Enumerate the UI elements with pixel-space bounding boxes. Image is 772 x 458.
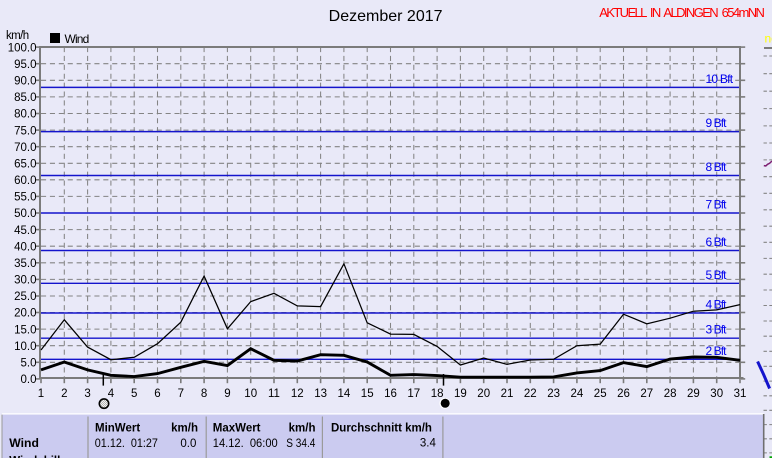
svg-text:17: 17 xyxy=(407,388,420,400)
svg-text:55.0: 55.0 xyxy=(14,192,36,204)
svg-text:30: 30 xyxy=(710,388,723,400)
svg-text:100.0: 100.0 xyxy=(8,42,37,54)
svg-text:27: 27 xyxy=(640,388,653,400)
svg-text:20.0: 20.0 xyxy=(14,308,36,320)
svg-text:90.0: 90.0 xyxy=(14,76,36,88)
svg-text:5.0: 5.0 xyxy=(21,358,37,370)
svg-text:3 Bft: 3 Bft xyxy=(706,323,728,337)
svg-text:22: 22 xyxy=(524,388,537,400)
svg-text:15.0: 15.0 xyxy=(14,324,36,336)
svg-text:S 34.4: S 34.4 xyxy=(286,438,316,450)
svg-text:45.0: 45.0 xyxy=(14,225,36,237)
svg-text:2 Bft: 2 Bft xyxy=(706,344,728,358)
svg-text:75.0: 75.0 xyxy=(14,125,36,137)
svg-text:80.0: 80.0 xyxy=(14,109,36,121)
svg-text:Windchill: Windchill xyxy=(9,456,60,458)
svg-text:30.0: 30.0 xyxy=(14,275,36,287)
svg-text:18: 18 xyxy=(431,388,444,400)
svg-text:km/h: km/h xyxy=(289,423,316,435)
svg-text:85.0: 85.0 xyxy=(14,92,36,104)
svg-text:4: 4 xyxy=(108,388,115,400)
svg-text:29: 29 xyxy=(687,388,700,400)
svg-text:01.12. 01:27: 01.12. 01:27 xyxy=(95,438,158,450)
svg-text:10 Bft: 10 Bft xyxy=(706,72,734,86)
svg-text:26: 26 xyxy=(617,388,630,400)
svg-text:Wind: Wind xyxy=(65,32,90,46)
svg-text:13: 13 xyxy=(314,388,327,400)
svg-text:21: 21 xyxy=(501,388,514,400)
svg-text:5: 5 xyxy=(131,388,137,400)
svg-text:7: 7 xyxy=(178,388,184,400)
svg-text:19: 19 xyxy=(454,388,467,400)
svg-text:40.0: 40.0 xyxy=(14,241,36,253)
svg-text:11: 11 xyxy=(268,388,280,400)
svg-text:50.0: 50.0 xyxy=(14,208,36,220)
svg-text:12: 12 xyxy=(291,388,304,400)
svg-text:Dezember 2017: Dezember 2017 xyxy=(329,8,443,25)
svg-text:28: 28 xyxy=(664,388,677,400)
svg-text:16: 16 xyxy=(384,388,397,400)
svg-text:35.0: 35.0 xyxy=(14,258,36,270)
svg-text:6: 6 xyxy=(154,388,160,400)
svg-text:MaxWert: MaxWert xyxy=(213,423,261,435)
svg-text:3: 3 xyxy=(84,388,90,400)
svg-text:9 Bft: 9 Bft xyxy=(706,116,728,130)
svg-text:10: 10 xyxy=(244,388,257,400)
svg-text:Durchschnitt km/h: Durchschnitt km/h xyxy=(331,423,432,435)
svg-text:9: 9 xyxy=(224,388,230,400)
svg-text:60.0: 60.0 xyxy=(14,175,36,187)
svg-text:7 Bft: 7 Bft xyxy=(706,198,728,212)
svg-text:MinWert: MinWert xyxy=(95,423,140,435)
svg-text:0.0: 0.0 xyxy=(180,438,196,450)
svg-text:10.0: 10.0 xyxy=(14,341,36,353)
svg-text:70.0: 70.0 xyxy=(14,142,36,154)
svg-text:95.0: 95.0 xyxy=(14,59,36,71)
svg-text:8 Bft: 8 Bft xyxy=(706,160,728,174)
svg-text:Wind: Wind xyxy=(9,438,39,450)
svg-text:km/h: km/h xyxy=(171,423,198,435)
svg-text:km/h: km/h xyxy=(6,30,29,42)
svg-text:65.0: 65.0 xyxy=(14,159,36,171)
svg-text:5 Bft: 5 Bft xyxy=(706,268,728,282)
svg-text:ne: ne xyxy=(765,32,772,46)
svg-text:20: 20 xyxy=(477,388,490,400)
svg-text:4 Bft: 4 Bft xyxy=(706,298,728,312)
svg-text:0.0: 0.0 xyxy=(21,374,37,386)
svg-text:23: 23 xyxy=(547,388,560,400)
svg-text:14: 14 xyxy=(338,388,351,400)
svg-text:6 Bft: 6 Bft xyxy=(706,235,728,249)
svg-text:25: 25 xyxy=(594,388,607,400)
svg-text:31: 31 xyxy=(734,388,747,400)
svg-text:1: 1 xyxy=(38,388,44,400)
svg-text:24: 24 xyxy=(571,388,584,400)
svg-text:25.0: 25.0 xyxy=(14,291,36,303)
svg-text:AKTUELL IN ALDINGEN 654mNN: AKTUELL IN ALDINGEN 654mNN xyxy=(599,5,764,20)
svg-text:8: 8 xyxy=(201,388,207,400)
svg-text:2: 2 xyxy=(61,388,67,400)
svg-text:15: 15 xyxy=(361,388,374,400)
svg-text:3.4: 3.4 xyxy=(420,438,437,450)
svg-text:14.12. 06:00: 14.12. 06:00 xyxy=(213,438,278,450)
